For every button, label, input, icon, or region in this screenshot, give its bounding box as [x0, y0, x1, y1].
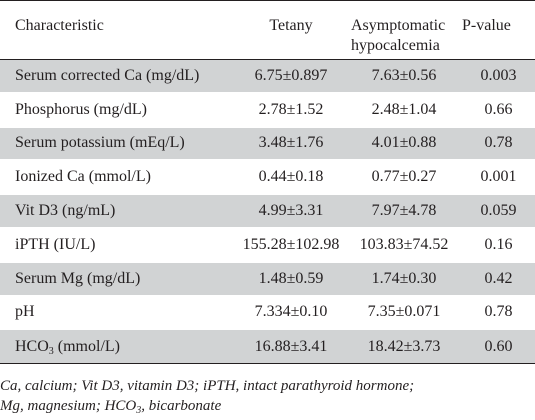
row-label: pH: [0, 295, 236, 331]
p-value: 0.60: [462, 329, 535, 364]
tetany-value: 155.28±102.98: [236, 227, 346, 263]
footnote-line-2-prefix: Mg, magnesium; HCO: [0, 398, 137, 414]
row-label: Serum Mg (mg/dL): [0, 261, 236, 297]
p-value: 0.003: [462, 59, 535, 94]
tetany-value: 3.48±1.76: [236, 126, 346, 162]
header-tetany: Tetany: [236, 1, 346, 60]
p-value: 0.78: [462, 295, 535, 331]
row-label: Vit D3 (ng/mL): [0, 194, 236, 229]
table-row: iPTH (IU/L) 155.28±102.98 103.83±74.52 0…: [0, 227, 535, 263]
table-row: Serum potassium (mEq/L) 3.48±1.76 4.01±0…: [0, 126, 535, 162]
p-value: 0.66: [462, 92, 535, 128]
table-row: Vit D3 (ng/mL) 4.99±3.31 7.97±4.78 0.059: [0, 194, 535, 229]
tetany-value: 2.78±1.52: [236, 92, 346, 128]
table-row: Ionized Ca (mmol/L) 0.44±0.18 0.77±0.27 …: [0, 160, 535, 196]
asymptomatic-value: 7.63±0.56: [346, 59, 462, 94]
tetany-value: 4.99±3.31: [236, 194, 346, 229]
p-value: 0.059: [462, 194, 535, 229]
table-row: Serum Mg (mg/dL) 1.48±0.59 1.74±0.30 0.4…: [0, 261, 535, 297]
asymptomatic-value: 18.42±3.73: [346, 329, 462, 364]
footnote-line-1: Ca, calcium; Vit D3, vitamin D3; iPTH, i…: [0, 378, 415, 394]
row-label: Ionized Ca (mmol/L): [0, 160, 236, 196]
header-asymptomatic: Asymptomatic hypocalcemia: [346, 1, 462, 60]
tetany-value: 1.48±0.59: [236, 261, 346, 297]
asymptomatic-value: 2.48±1.04: [346, 92, 462, 128]
asymptomatic-value: 7.97±4.78: [346, 194, 462, 229]
row-label: Serum potassium (mEq/L): [0, 126, 236, 162]
p-value: 0.16: [462, 227, 535, 263]
asymptomatic-value: 4.01±0.88: [346, 126, 462, 162]
footnote-line-2: Mg, magnesium; HCO3, bicarbonate: [0, 396, 535, 416]
table-row: Serum corrected Ca (mg/dL) 6.75±0.897 7.…: [0, 59, 535, 94]
row-label: iPTH (IU/L): [0, 227, 236, 263]
table-footnote: Ca, calcium; Vit D3, vitamin D3; iPTH, i…: [0, 376, 535, 416]
header-characteristic: Characteristic: [0, 1, 236, 60]
tetany-value: 7.334±0.10: [236, 295, 346, 331]
tetany-value: 0.44±0.18: [236, 160, 346, 196]
asymptomatic-value: 1.74±0.30: [346, 261, 462, 297]
tetany-value: 16.88±3.41: [236, 329, 346, 364]
table-row: Phosphorus (mg/dL) 2.78±1.52 2.48±1.04 0…: [0, 92, 535, 128]
row-label-prefix: HCO: [15, 337, 49, 355]
row-label: HCO3 (mmol/L): [0, 329, 236, 364]
asymptomatic-value: 103.83±74.52: [346, 227, 462, 263]
header-asymptomatic-line1: Asymptomatic: [351, 17, 446, 34]
table-row: pH 7.334±0.10 7.35±0.071 0.78: [0, 295, 535, 331]
row-label-subscript: 3: [48, 345, 54, 357]
lab-characteristics-table: Characteristic Tetany Asymptomatic hypoca…: [0, 0, 535, 364]
header-pvalue: P-value: [462, 1, 535, 60]
row-label: Phosphorus (mg/dL): [0, 92, 236, 128]
header-asymptomatic-line2: hypocalcemia: [351, 37, 440, 54]
tetany-value: 6.75±0.897: [236, 59, 346, 94]
row-label: Serum corrected Ca (mg/dL): [0, 59, 236, 94]
header-row: Characteristic Tetany Asymptomatic hypoca…: [0, 1, 535, 60]
table-row: HCO3 (mmol/L) 16.88±3.41 18.42±3.73 0.60: [0, 329, 535, 364]
p-value: 0.78: [462, 126, 535, 162]
asymptomatic-value: 7.35±0.071: [346, 295, 462, 331]
footnote-subscript: 3: [136, 405, 142, 416]
p-value: 0.001: [462, 160, 535, 196]
top-rule: [0, 0, 535, 1]
row-label-suffix: (mmol/L): [53, 337, 120, 355]
asymptomatic-value: 0.77±0.27: [346, 160, 462, 196]
footnote-line-2-suffix: , bicarbonate: [141, 398, 222, 414]
p-value: 0.42: [462, 261, 535, 297]
